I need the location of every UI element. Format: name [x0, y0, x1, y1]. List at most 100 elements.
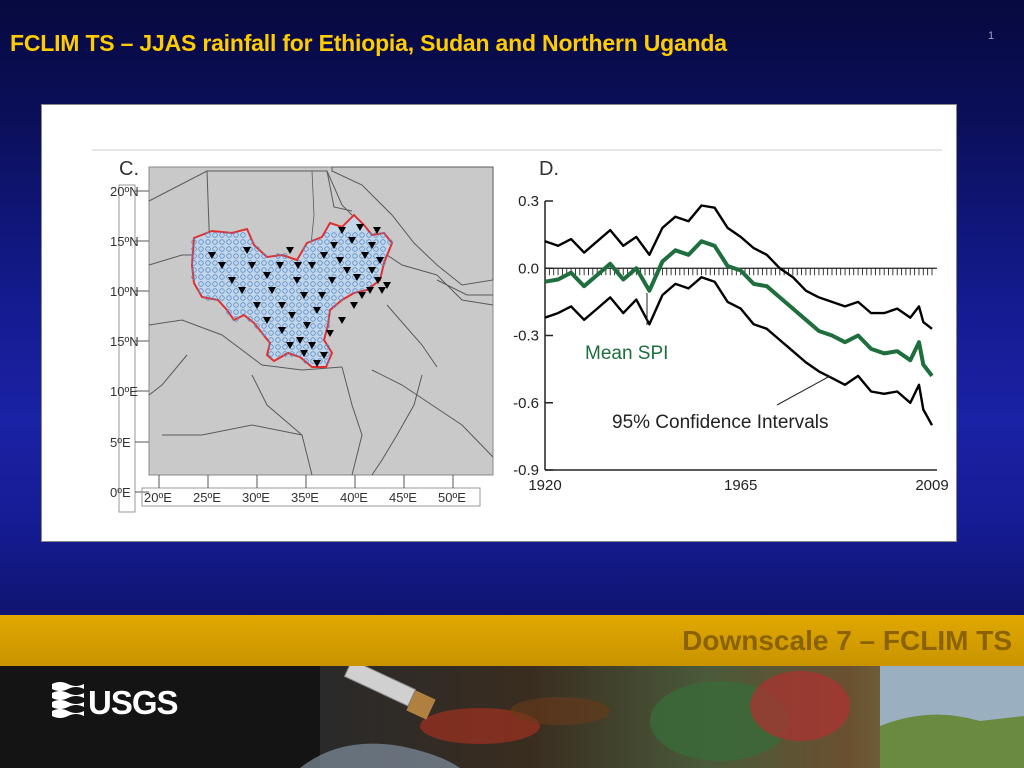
grid-point	[275, 281, 281, 287]
grid-point	[310, 274, 316, 280]
grid-point	[254, 281, 260, 287]
grid-point	[226, 239, 232, 245]
grid-point	[254, 246, 260, 252]
grid-point	[205, 295, 211, 301]
grid-point	[275, 309, 281, 315]
grid-point	[373, 232, 379, 238]
grid-point	[261, 302, 267, 308]
grid-point	[317, 274, 323, 280]
grid-point	[282, 253, 288, 259]
grid-point	[345, 281, 351, 287]
grid-point	[240, 295, 246, 301]
station-marker	[263, 272, 271, 279]
grid-point	[296, 309, 302, 315]
grid-point	[324, 302, 330, 308]
grid-point	[338, 295, 344, 301]
grid-point	[226, 295, 232, 301]
grid-point	[366, 281, 372, 287]
grid-point	[303, 246, 309, 252]
grid-point	[261, 295, 267, 301]
grid-point	[233, 281, 239, 287]
grid-point	[268, 267, 274, 273]
grid-point	[198, 281, 204, 287]
station-marker	[328, 277, 336, 284]
grid-point	[310, 351, 316, 357]
grid-point	[359, 239, 365, 245]
grid-point	[352, 281, 358, 287]
grid-point	[247, 302, 253, 308]
x-tick-label: 1920	[528, 477, 561, 494]
grid-point	[282, 330, 288, 336]
grid-point	[275, 337, 281, 343]
lon-label: 35ºE	[291, 490, 319, 505]
grid-point	[352, 253, 358, 259]
grid-point	[324, 323, 330, 329]
grid-point	[317, 330, 323, 336]
grid-point	[310, 330, 316, 336]
station-marker	[373, 227, 381, 234]
grid-point	[219, 288, 225, 294]
grid-point	[198, 267, 204, 273]
grid-point	[233, 295, 239, 301]
station-marker	[288, 312, 296, 319]
grid-point	[261, 253, 267, 259]
grid-point	[268, 295, 274, 301]
grid-point	[282, 309, 288, 315]
station-marker	[243, 247, 251, 254]
grid-point	[205, 267, 211, 273]
grid-point	[380, 260, 386, 266]
station-marker	[383, 282, 391, 289]
grid-point	[233, 239, 239, 245]
grid-point	[296, 295, 302, 301]
slide-number: 1	[988, 30, 995, 42]
grid-point	[198, 253, 204, 259]
grid-point	[191, 253, 197, 259]
grid-point	[198, 246, 204, 252]
grid-point	[254, 253, 260, 259]
usgs-logo-text: USGS	[88, 684, 178, 720]
station-marker	[208, 252, 216, 259]
grid-point	[254, 323, 260, 329]
grid-point	[331, 288, 337, 294]
grid-point	[268, 323, 274, 329]
grid-point	[317, 337, 323, 343]
station-marker	[268, 287, 276, 294]
lat-axis-labels: 20ºN 15ºN 10ºN 15ºN 10ºE 5ºE 0ºE	[110, 184, 149, 500]
y-tick-label: -0.9	[513, 462, 539, 479]
grid-point	[240, 253, 246, 259]
grid-point	[247, 295, 253, 301]
grid-point	[212, 288, 218, 294]
mean-spi-annotation: Mean SPI	[585, 343, 668, 364]
grid-point	[296, 288, 302, 294]
grid-point	[289, 281, 295, 287]
grid-point	[247, 281, 253, 287]
grid-point	[254, 309, 260, 315]
grid-point	[268, 344, 274, 350]
station-marker	[343, 267, 351, 274]
grid-point	[310, 239, 316, 245]
grid-point	[296, 316, 302, 322]
lon-label: 40ºE	[340, 490, 368, 505]
station-marker	[300, 350, 308, 357]
station-marker	[308, 262, 316, 269]
grid-point	[345, 274, 351, 280]
grid-point	[373, 246, 379, 252]
grid-point	[261, 260, 267, 266]
grid-point	[275, 288, 281, 294]
grid-point	[212, 232, 218, 238]
grid-point	[310, 302, 316, 308]
grid-point	[331, 302, 337, 308]
grid-point	[212, 267, 218, 273]
grid-point	[324, 246, 330, 252]
spi-line-chart: 0.3 0.0 -0.3 -0.6 -0.9 1920 1965 2009 Mean SPI…	[513, 193, 949, 494]
grid-point	[317, 281, 323, 287]
grid-point	[219, 239, 225, 245]
grid-point	[296, 302, 302, 308]
grid-point	[345, 232, 351, 238]
lat-label: 15ºN	[110, 234, 139, 249]
grid-points	[191, 232, 393, 364]
grid-point	[296, 344, 302, 350]
grid-point	[240, 302, 246, 308]
lon-label: 30ºE	[242, 490, 270, 505]
lat-label: 5ºE	[110, 435, 131, 450]
